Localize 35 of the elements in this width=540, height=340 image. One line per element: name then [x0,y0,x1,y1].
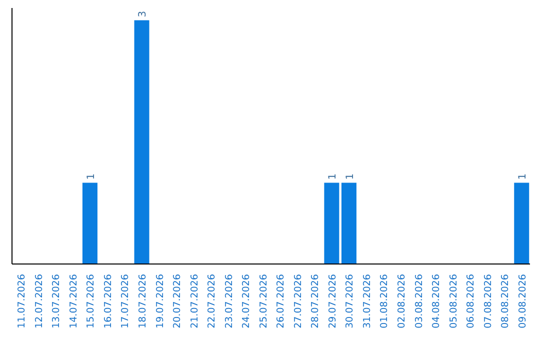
x-tick-label: 28.07.2026 [310,274,322,328]
x-tick-label: 13.07.2026 [51,274,62,328]
x-tick-label: 16.07.2026 [102,274,114,328]
x-tick-label: 14.07.2026 [68,274,80,328]
data-label: 3 [138,10,149,18]
x-tick-label: 06.08.2026 [466,274,477,328]
data-label: 1 [518,173,529,180]
x-tick-label: 22.07.2026 [206,274,218,328]
x-tick-label: 23.07.2026 [224,274,235,328]
x-tick-label: 01.08.2026 [379,274,390,328]
x-tick-label: 29.07.2026 [327,274,338,328]
x-tick-label: 21.07.2026 [189,274,200,328]
x-tick-label: 31.07.2026 [362,274,373,328]
data-label: 1 [344,173,356,180]
x-tick-label: 25.07.2026 [258,274,270,328]
x-tick-label: 15.07.2026 [86,274,97,328]
x-tick-label: 12.07.2026 [34,274,45,328]
x-tick-label: 26.07.2026 [276,274,287,328]
x-tick-label: 30.07.2026 [344,274,356,328]
data-label: 1 [86,173,97,180]
x-tick-label: 18.07.2026 [138,274,148,328]
x-tick-label: 11.07.2026 [16,274,28,328]
x-tick-label: 08.08.2026 [500,274,512,328]
x-tick-label: 04.08.2026 [431,274,442,328]
x-tick-label: 09.08.2026 [517,274,528,328]
x-tick-label: 05.08.2026 [448,274,460,328]
x-tick-label: 03.08.2026 [414,274,425,328]
x-tick-label: 07.08.2026 [482,274,494,328]
x-tick-label: 20.07.2026 [172,274,184,328]
x-tick-label: 24.07.2026 [241,274,252,328]
data-label: 1 [328,173,339,180]
x-tick-label: 27.07.2026 [292,274,304,328]
x-tick-label: 02.08.2026 [396,274,408,328]
x-tick-label: 17.07.2026 [120,274,132,328]
x-tick-label: 19.07.2026 [154,274,166,328]
